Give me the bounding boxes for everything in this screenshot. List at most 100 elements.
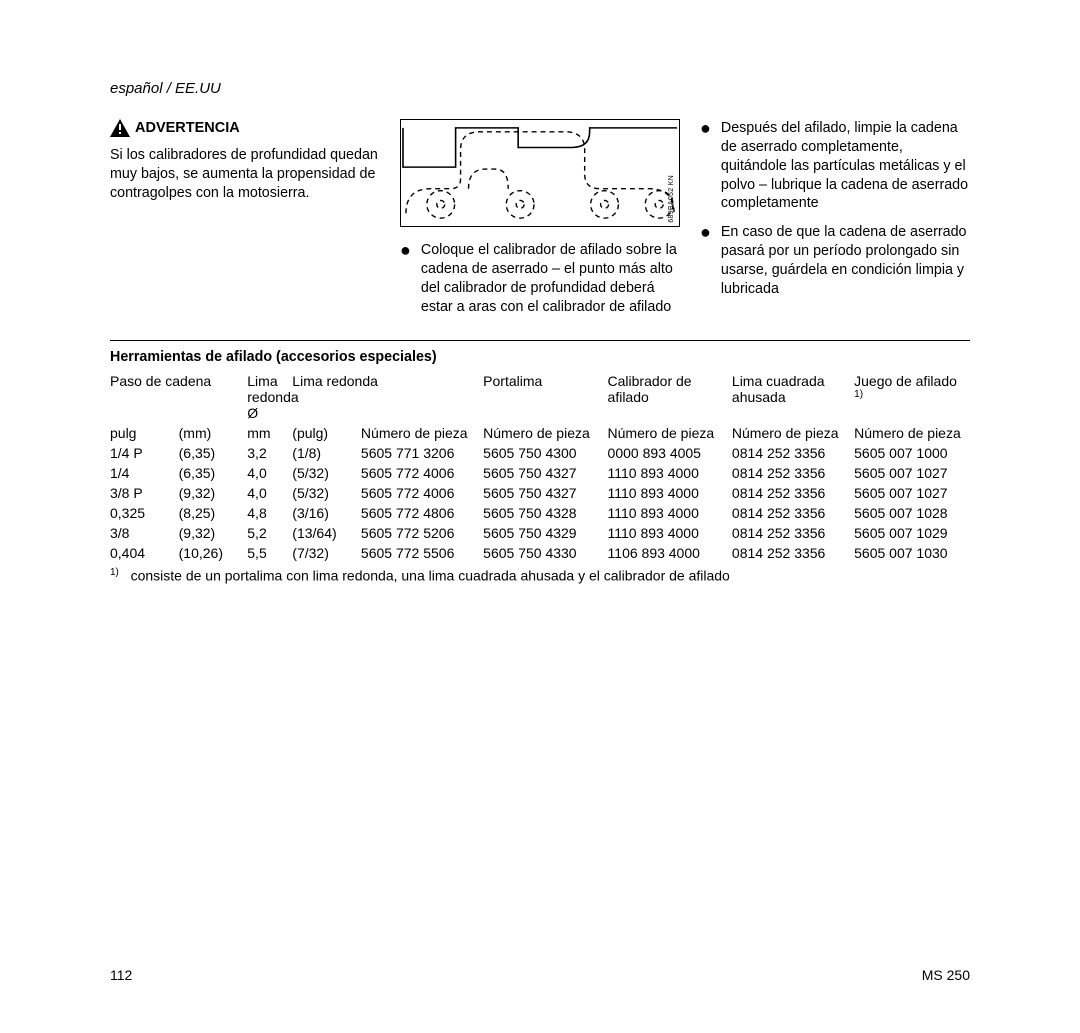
- bullet-icon: ●: [400, 241, 411, 259]
- page: español / EE.UU ADVERTENCIA Si los calib…: [0, 0, 1080, 614]
- table-header: Paso de cadena: [110, 371, 247, 423]
- table-cell: 5605 772 4006: [361, 483, 483, 503]
- table-cell: 1110 893 4000: [608, 523, 732, 543]
- table-subheader: Número de pieza: [361, 423, 483, 443]
- table-cell: 0814 252 3356: [732, 523, 854, 543]
- table-cell: 5605 750 4327: [483, 463, 607, 483]
- table-cell: 5605 007 1027: [854, 463, 970, 483]
- table-cell: (7/32): [292, 543, 361, 563]
- warning-icon: [110, 119, 130, 137]
- table-header: Lima redondaØ: [247, 371, 292, 423]
- model-label: MS 250: [922, 967, 970, 983]
- table-cell: 3/8 P: [110, 483, 179, 503]
- footnote-marker: 1): [110, 567, 119, 578]
- table-cell: 0814 252 3356: [732, 443, 854, 463]
- bullet-text: Coloque el calibrador de afilado sobre l…: [421, 241, 680, 316]
- table-row: 0,325(8,25)4,8(3/16)5605 772 48065605 75…: [110, 503, 970, 523]
- table-cell: 5,5: [247, 543, 292, 563]
- three-column-layout: ADVERTENCIA Si los calibradores de profu…: [110, 119, 970, 326]
- table-cell: (3/16): [292, 503, 361, 523]
- table-row: 3/8(9,32)5,2(13/64)5605 772 52065605 750…: [110, 523, 970, 543]
- table-cell: (9,32): [179, 483, 248, 503]
- table-cell: 5605 772 5206: [361, 523, 483, 543]
- table-subheader: Número de pieza: [854, 423, 970, 443]
- table-cell: 1110 893 4000: [608, 483, 732, 503]
- footnote-text: consiste de un portalima con lima redond…: [131, 568, 730, 584]
- bullet-text: En caso de que la cadena de aserrado pas…: [721, 223, 970, 298]
- table-cell: (8,25): [179, 503, 248, 523]
- table-row: 0,404(10,26)5,5(7/32)5605 772 55065605 7…: [110, 543, 970, 563]
- table-cell: 5605 007 1030: [854, 543, 970, 563]
- table-cell: 5605 750 4329: [483, 523, 607, 543]
- table-cell: 0814 252 3356: [732, 543, 854, 563]
- table-cell: 0,404: [110, 543, 179, 563]
- table-cell: 4,8: [247, 503, 292, 523]
- bullet-item: ● Coloque el calibrador de afilado sobre…: [400, 241, 680, 316]
- table-cell: (13/64): [292, 523, 361, 543]
- column-1: ADVERTENCIA Si los calibradores de profu…: [110, 119, 380, 326]
- bullet-icon: ●: [700, 223, 711, 241]
- section-divider: [110, 340, 970, 341]
- table-cell: (5/32): [292, 463, 361, 483]
- warning-text: Si los calibradores de profundidad queda…: [110, 146, 380, 203]
- bullet-icon: ●: [700, 119, 711, 137]
- table-subheader: (pulg): [292, 423, 361, 443]
- table-cell: 3,2: [247, 443, 292, 463]
- table-row: 1/4 P(6,35)3,2(1/8)5605 771 32065605 750…: [110, 443, 970, 463]
- table-cell: 5605 772 4006: [361, 463, 483, 483]
- table-cell: 0814 252 3356: [732, 503, 854, 523]
- table-cell: 0000 893 4005: [608, 443, 732, 463]
- table-header: Calibrador deafilado: [608, 371, 732, 423]
- table-cell: 0,325: [110, 503, 179, 523]
- table-cell: (5/32): [292, 483, 361, 503]
- table-subheader: Número de pieza: [483, 423, 607, 443]
- table-cell: (6,35): [179, 463, 248, 483]
- table-cell: 5605 750 4328: [483, 503, 607, 523]
- table-cell: 5605 772 5506: [361, 543, 483, 563]
- table-header: Lima cuadradaahusada: [732, 371, 854, 423]
- table-cell: 1/4 P: [110, 443, 179, 463]
- table-row: 1/4(6,35)4,0(5/32)5605 772 40065605 750 …: [110, 463, 970, 483]
- table-subheader: Número de pieza: [732, 423, 854, 443]
- table-cell: 5605 007 1027: [854, 483, 970, 503]
- bullet-item: ● Después del afilado, limpie la cadena …: [700, 119, 970, 213]
- page-footer: 112 MS 250: [110, 967, 970, 983]
- table-cell: (9,32): [179, 523, 248, 543]
- table-header: Portalima: [483, 371, 607, 423]
- table-cell: 4,0: [247, 483, 292, 503]
- table-cell: 1110 893 4000: [608, 503, 732, 523]
- table-cell: 4,0: [247, 463, 292, 483]
- table-row: 3/8 P(9,32)4,0(5/32)5605 772 40065605 75…: [110, 483, 970, 503]
- table-cell: 5605 750 4330: [483, 543, 607, 563]
- bullet-text: Después del afilado, limpie la cadena de…: [721, 119, 970, 213]
- table-cell: 5605 771 3206: [361, 443, 483, 463]
- table-cell: 5605 750 4327: [483, 483, 607, 503]
- table-cell: 5605 772 4806: [361, 503, 483, 523]
- table-header: Juego de afilado1): [854, 371, 970, 423]
- table-cell: 5,2: [247, 523, 292, 543]
- table-cell: 0814 252 3356: [732, 483, 854, 503]
- language-header: español / EE.UU: [110, 80, 970, 97]
- table-header: Lima redonda: [292, 371, 483, 423]
- table-cell: 3/8: [110, 523, 179, 543]
- column-2: 689BA052 KN ● Coloque el calibrador de a…: [400, 119, 680, 326]
- warning-heading: ADVERTENCIA: [110, 119, 380, 138]
- table-cell: 5605 007 1029: [854, 523, 970, 543]
- table-cell: 5605 007 1000: [854, 443, 970, 463]
- table-footnote: 1) consiste de un portalima con lima red…: [110, 567, 970, 584]
- table-subheader: Número de pieza: [608, 423, 732, 443]
- warning-label: ADVERTENCIA: [135, 119, 240, 138]
- table-cell: 5605 750 4300: [483, 443, 607, 463]
- table-subheader: (mm): [179, 423, 248, 443]
- column-3: ● Después del afilado, limpie la cadena …: [700, 119, 970, 326]
- table-cell: (10,26): [179, 543, 248, 563]
- table-cell: 1/4: [110, 463, 179, 483]
- table-cell: 0814 252 3356: [732, 463, 854, 483]
- sharpening-tools-table: Paso de cadenaLima redondaØLima redondaP…: [110, 371, 970, 563]
- table-subheader: pulg: [110, 423, 179, 443]
- table-subheader: mm: [247, 423, 292, 443]
- table-cell: 1106 893 4000: [608, 543, 732, 563]
- table-title: Herramientas de afilado (accesorios espe…: [110, 349, 970, 365]
- diagram-reference-label: 689BA052 KN: [667, 175, 676, 223]
- table-cell: (1/8): [292, 443, 361, 463]
